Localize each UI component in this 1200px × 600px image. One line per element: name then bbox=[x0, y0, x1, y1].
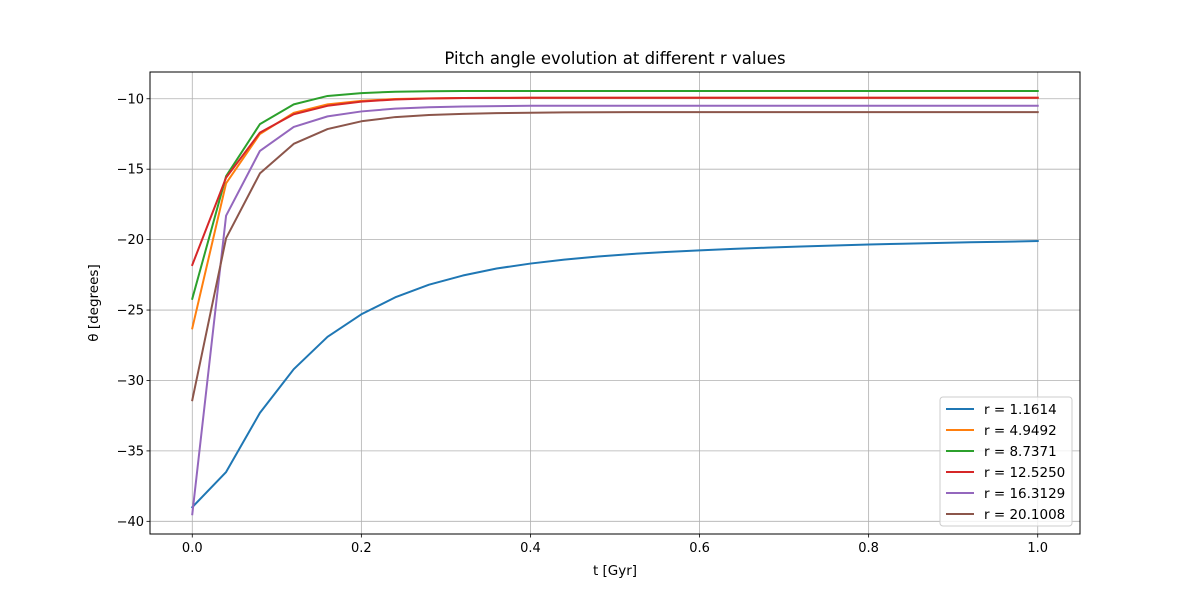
y-tick-label: −20 bbox=[117, 233, 144, 248]
y-tick-label: −40 bbox=[117, 515, 144, 530]
legend-label: r = 16.3129 bbox=[984, 486, 1065, 502]
legend-label: r = 12.5250 bbox=[984, 465, 1065, 481]
series-line bbox=[191, 111, 1039, 402]
y-tick-label: −35 bbox=[117, 444, 144, 459]
series-line bbox=[191, 90, 1039, 300]
x-axis-label: t [Gyr] bbox=[593, 563, 637, 579]
y-tick-label: −25 bbox=[117, 304, 144, 319]
x-tick-label: 0.4 bbox=[520, 541, 541, 556]
y-tick-label: −10 bbox=[117, 92, 144, 107]
x-axis-ticks: 0.0 0.2 0.4 0.6 0.8 1.0 bbox=[182, 534, 1048, 556]
y-tick-label: −15 bbox=[117, 163, 144, 178]
legend: r = 1.1614 r = 4.9492 r = 8.7371 r = 12.525… bbox=[939, 396, 1073, 527]
y-axis-ticks: −40 −35 −30 −25 −20 −15 −10 bbox=[117, 92, 150, 530]
x-tick-label: 1.0 bbox=[1027, 541, 1048, 556]
x-tick-label: 0.2 bbox=[351, 541, 372, 556]
x-tick-label: 0.8 bbox=[858, 541, 879, 556]
series-line bbox=[191, 104, 1039, 516]
y-tick-label: −30 bbox=[117, 374, 144, 389]
plot-frame bbox=[149, 71, 1081, 535]
series-lines bbox=[190, 90, 1039, 516]
chart-title: Pitch angle evolution at different r val… bbox=[444, 49, 785, 68]
legend-label: r = 8.7371 bbox=[984, 444, 1057, 460]
x-tick-label: 0.6 bbox=[689, 541, 710, 556]
legend-label: r = 1.1614 bbox=[984, 402, 1057, 418]
legend-label: r = 4.9492 bbox=[984, 423, 1057, 439]
y-axis-label: θ [degrees] bbox=[86, 264, 102, 341]
series-line bbox=[190, 239, 1039, 509]
series-line bbox=[190, 96, 1039, 267]
x-tick-label: 0.0 bbox=[182, 541, 203, 556]
grid-lines bbox=[150, 72, 1080, 534]
legend-label: r = 20.1008 bbox=[984, 507, 1065, 523]
